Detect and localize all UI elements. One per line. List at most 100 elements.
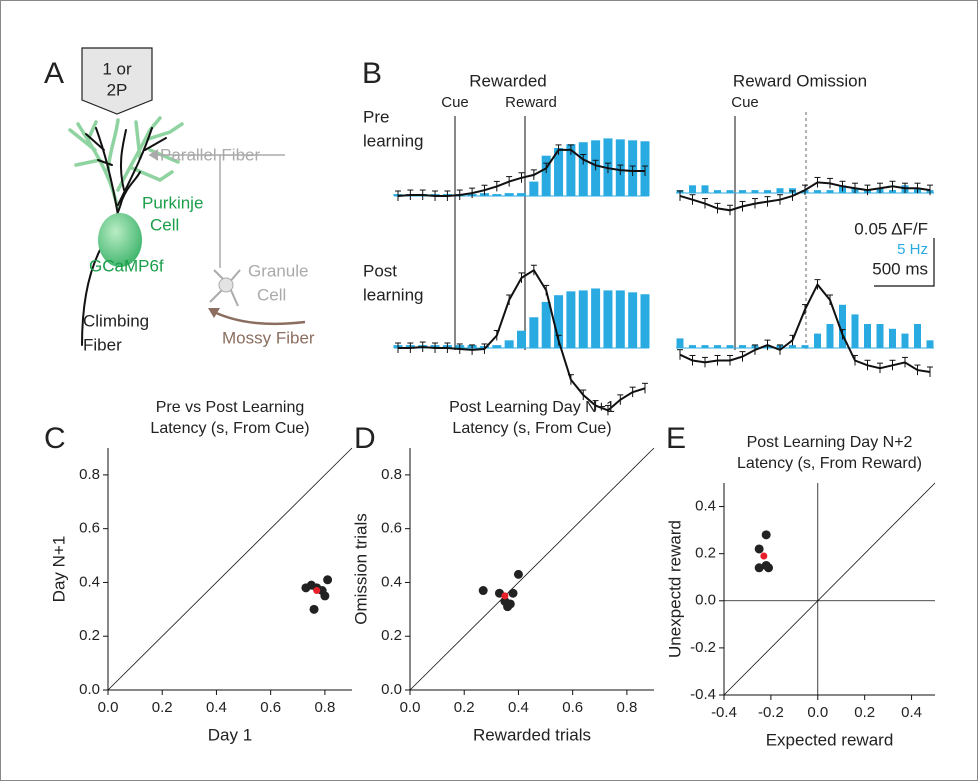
bar — [776, 188, 784, 193]
y-tick-label: 0.8 — [381, 466, 402, 483]
x-tick-label: -0.4 — [711, 704, 737, 721]
bar — [701, 185, 709, 193]
purkinje-label: Purkinje — [142, 193, 203, 212]
point — [478, 586, 488, 596]
point — [754, 544, 764, 554]
x-tick-label: 0.4 — [206, 699, 227, 716]
y-tick-label: 0.4 — [695, 498, 716, 515]
bar — [889, 328, 896, 348]
bar — [914, 324, 921, 348]
point — [505, 599, 515, 609]
mossy-fiber — [213, 310, 306, 326]
identity-line — [409, 447, 655, 691]
point — [761, 530, 771, 540]
bar — [739, 345, 746, 348]
dendrites-black — [81, 127, 167, 346]
mossy-label: Mossy Fiber — [222, 328, 315, 347]
mean-point — [501, 592, 509, 600]
bar — [701, 345, 709, 348]
purkinje-label: Cell — [150, 215, 179, 234]
row-label: Post — [363, 261, 397, 280]
bar — [789, 345, 796, 348]
scale-label: 0.05 ΔF/F — [854, 219, 928, 238]
x-tick-label: 0.0 — [400, 699, 421, 716]
y-tick-label: -0.4 — [690, 686, 716, 703]
bar — [726, 190, 734, 193]
bar — [714, 345, 721, 348]
x-tick-label: 0.0 — [807, 704, 828, 721]
y-tick-label: 0.4 — [381, 573, 402, 590]
panel-letter: A — [44, 57, 64, 90]
bar — [554, 295, 564, 348]
scale-label: 5 Hz — [897, 241, 928, 258]
bar — [689, 345, 696, 348]
y-tick-label: 0.2 — [79, 627, 100, 644]
bar — [826, 324, 834, 348]
y-tick-label: 0.8 — [79, 466, 100, 483]
chart-title: Pre vs Post Learning — [156, 399, 305, 416]
bar — [554, 148, 564, 196]
y-tick-label: 0.0 — [381, 681, 402, 698]
diagram: 1 or 2P Parallel Fiber Purkinje Cell GCa… — [68, 47, 315, 354]
column-title: Reward Omission — [733, 71, 867, 90]
scale-bar — [874, 238, 935, 287]
x-tick-label: 0.0 — [98, 699, 119, 716]
bar — [541, 301, 551, 348]
event-label: Cue — [731, 94, 759, 111]
bar — [504, 340, 514, 348]
bar — [814, 333, 821, 348]
y-tick-label: -0.2 — [690, 639, 716, 656]
bar — [615, 290, 625, 348]
identity-line — [723, 482, 936, 696]
bar — [640, 294, 650, 348]
bar — [801, 345, 809, 348]
bar — [591, 288, 601, 348]
bar — [603, 290, 613, 348]
bar — [714, 190, 721, 193]
bar — [529, 317, 539, 348]
x-tick-label: 0.2 — [854, 704, 875, 721]
x-tick-label: 0.8 — [314, 699, 335, 716]
y-axis-label: Unexpectd reward — [665, 520, 684, 658]
granule-soma — [218, 277, 234, 293]
event-label: Reward — [505, 94, 557, 111]
row-label: learning — [363, 285, 424, 304]
mossy-arrow — [208, 308, 220, 318]
climbing-label: Climbing — [83, 311, 149, 330]
chart-subtitle: Latency (s, From Reward) — [737, 455, 922, 472]
scale-label: 500 ms — [872, 259, 928, 278]
y-tick-label: 0.0 — [79, 681, 100, 698]
indicator-label: GCaMP6f — [89, 256, 164, 275]
panel-letter: B — [362, 57, 382, 90]
bar — [566, 144, 576, 196]
chart-subtitle: Latency (s, From Cue) — [452, 420, 611, 437]
chart-title: Post Learning Day N+1 — [449, 399, 615, 416]
bar — [864, 324, 871, 348]
y-tick-label: 0.2 — [695, 545, 716, 562]
dendrites-green — [68, 116, 184, 212]
x-tick-label: 0.8 — [616, 699, 637, 716]
x-axis-label: Expected reward — [766, 730, 894, 749]
bar — [889, 190, 896, 193]
x-tick-label: 0.6 — [260, 699, 281, 716]
identity-line — [107, 447, 353, 691]
panel-letter: C — [44, 422, 66, 455]
point — [323, 575, 333, 585]
bar — [689, 185, 696, 193]
point — [508, 588, 518, 598]
y-axis-label: Day N+1 — [49, 536, 68, 603]
chart-subtitle: Latency (s, From Cue) — [150, 420, 309, 437]
mean-point — [760, 552, 768, 560]
parallel-fiber — [148, 149, 285, 268]
bar — [492, 194, 502, 196]
x-tick-label: 0.4 — [901, 704, 922, 721]
bar — [826, 190, 834, 193]
x-tick-label: 0.6 — [562, 699, 583, 716]
point — [320, 591, 330, 601]
granule-label: Granule — [248, 261, 308, 280]
point — [764, 563, 774, 573]
laser-label: 2P — [107, 80, 128, 99]
laser-label: 1 or — [102, 59, 132, 78]
bar — [566, 291, 576, 348]
